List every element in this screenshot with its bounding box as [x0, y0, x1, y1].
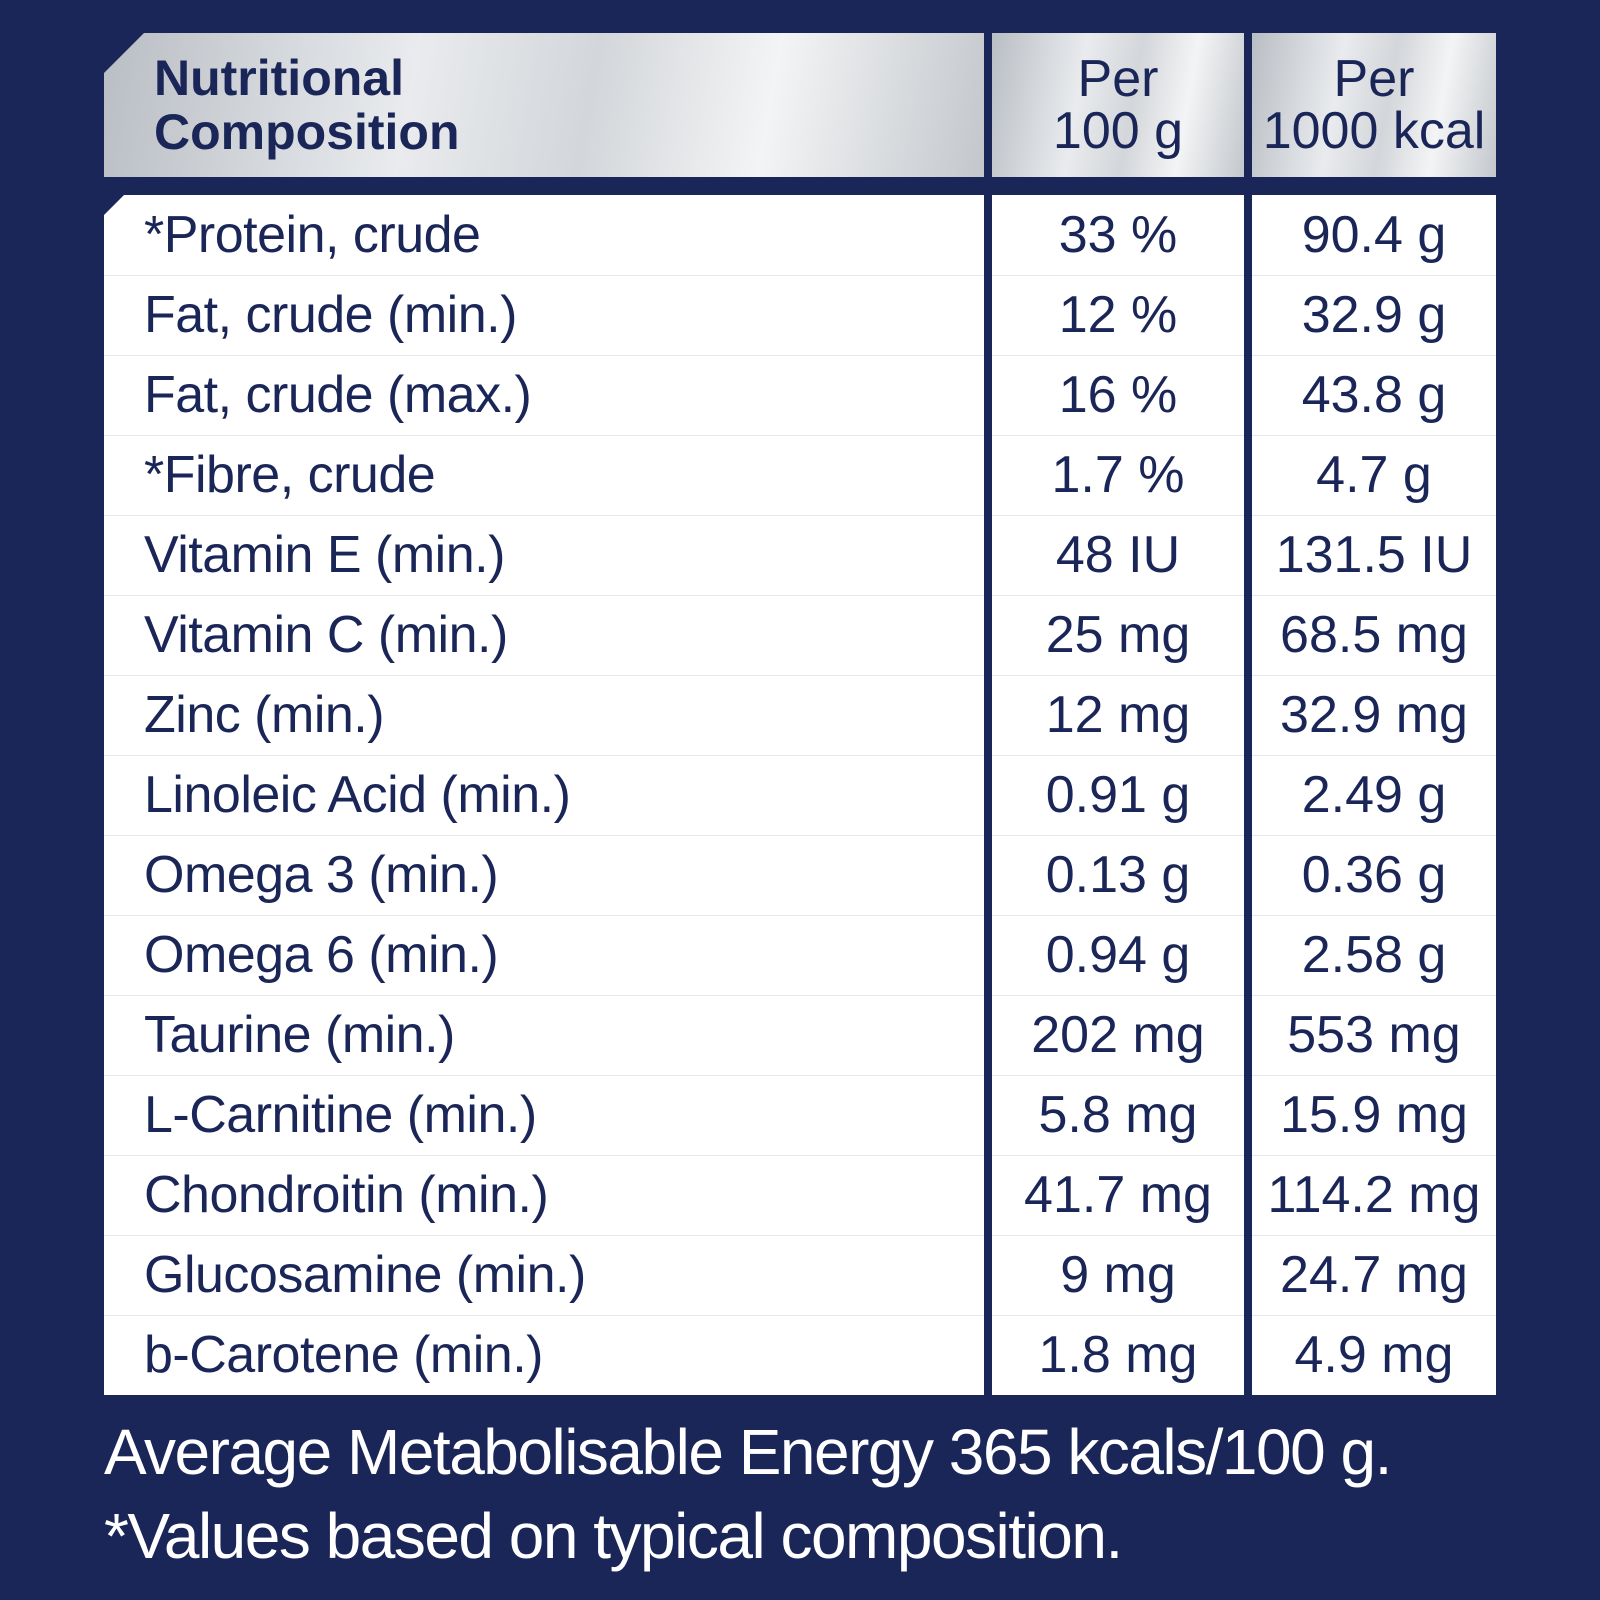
table-row: Zinc (min.) 12 mg 32.9 mg [104, 675, 1496, 755]
header-per-100g: Per 100 g [992, 33, 1244, 177]
value-per-1000kcal: 24.7 mg [1252, 1235, 1496, 1315]
table-row: Linoleic Acid (min.) 0.91 g 2.49 g [104, 755, 1496, 835]
footer-notes: Average Metabolisable Energy 365 kcals/1… [104, 1410, 1392, 1578]
value-per-100g: 202 mg [992, 995, 1244, 1075]
table-body: *Protein, crude 33 % 90.4 g Fat, crude (min… [104, 195, 1496, 1395]
table-row: Fat, crude (min.) 12 % 32.9 g [104, 275, 1496, 355]
value-per-100g: 5.8 mg [992, 1075, 1244, 1155]
value-per-100g: 25 mg [992, 595, 1244, 675]
header-name-line2: Composition [154, 104, 460, 160]
value-per-1000kcal: 43.8 g [1252, 355, 1496, 435]
nutrient-name: Taurine (min.) [104, 995, 984, 1075]
table-row: Taurine (min.) 202 mg 553 mg [104, 995, 1496, 1075]
header-col2-line2: 1000 kcal [1262, 102, 1486, 160]
value-per-100g: 16 % [992, 355, 1244, 435]
footer-values-note: *Values based on typical composition. [104, 1500, 1123, 1572]
header-per-1000kcal: Per 1000 kcal [1252, 33, 1496, 177]
value-per-1000kcal: 2.49 g [1252, 755, 1496, 835]
header-name-line1: Nutritional [154, 50, 404, 106]
header-nutritional-composition: Nutritional Composition [104, 33, 984, 177]
nutrient-name: Vitamin E (min.) [104, 515, 984, 595]
value-per-100g: 1.7 % [992, 435, 1244, 515]
nutrient-name: Linoleic Acid (min.) [104, 755, 984, 835]
value-per-1000kcal: 2.58 g [1252, 915, 1496, 995]
value-per-1000kcal: 32.9 g [1252, 275, 1496, 355]
nutrient-name: Omega 6 (min.) [104, 915, 984, 995]
value-per-1000kcal: 4.9 mg [1252, 1315, 1496, 1395]
value-per-1000kcal: 68.5 mg [1252, 595, 1496, 675]
table-row: Fat, crude (max.) 16 % 43.8 g [104, 355, 1496, 435]
header-col1-line1: Per [1077, 50, 1159, 108]
footer-energy-note: Average Metabolisable Energy 365 kcals/1… [104, 1416, 1392, 1488]
nutrient-name: Zinc (min.) [104, 675, 984, 755]
nutrient-name: *Fibre, crude [104, 435, 984, 515]
value-per-100g: 0.94 g [992, 915, 1244, 995]
nutrient-name: b-Carotene (min.) [104, 1315, 984, 1395]
value-per-100g: 12 % [992, 275, 1244, 355]
value-per-100g: 0.91 g [992, 755, 1244, 835]
value-per-1000kcal: 131.5 IU [1252, 515, 1496, 595]
table-row: L-Carnitine (min.) 5.8 mg 15.9 mg [104, 1075, 1496, 1155]
table-row: Omega 3 (min.) 0.13 g 0.36 g [104, 835, 1496, 915]
nutrition-table: Nutritional Composition Per 100 g Per 10… [104, 33, 1496, 1395]
nutrient-name: *Protein, crude [104, 195, 984, 275]
value-per-100g: 9 mg [992, 1235, 1244, 1315]
nutrient-name: L-Carnitine (min.) [104, 1075, 984, 1155]
value-per-100g: 1.8 mg [992, 1315, 1244, 1395]
value-per-1000kcal: 90.4 g [1252, 195, 1496, 275]
nutrient-name: Glucosamine (min.) [104, 1235, 984, 1315]
value-per-100g: 0.13 g [992, 835, 1244, 915]
header-col1-line2: 100 g [1052, 102, 1184, 160]
value-per-100g: 33 % [992, 195, 1244, 275]
table-row: b-Carotene (min.) 1.8 mg 4.9 mg [104, 1315, 1496, 1395]
value-per-1000kcal: 4.7 g [1252, 435, 1496, 515]
value-per-1000kcal: 114.2 mg [1252, 1155, 1496, 1235]
value-per-100g: 12 mg [992, 675, 1244, 755]
table-row: Chondroitin (min.) 41.7 mg 114.2 mg [104, 1155, 1496, 1235]
nutrient-name: Fat, crude (min.) [104, 275, 984, 355]
nutrient-name: Chondroitin (min.) [104, 1155, 984, 1235]
table-row: Omega 6 (min.) 0.94 g 2.58 g [104, 915, 1496, 995]
table-row: Vitamin C (min.) 25 mg 68.5 mg [104, 595, 1496, 675]
table-row: Glucosamine (min.) 9 mg 24.7 mg [104, 1235, 1496, 1315]
table-row: *Protein, crude 33 % 90.4 g [104, 195, 1496, 275]
value-per-100g: 48 IU [992, 515, 1244, 595]
nutrient-name: Fat, crude (max.) [104, 355, 984, 435]
value-per-1000kcal: 32.9 mg [1252, 675, 1496, 755]
nutrient-name: Omega 3 (min.) [104, 835, 984, 915]
table-row: *Fibre, crude 1.7 % 4.7 g [104, 435, 1496, 515]
value-per-1000kcal: 553 mg [1252, 995, 1496, 1075]
value-per-1000kcal: 0.36 g [1252, 835, 1496, 915]
value-per-100g: 41.7 mg [992, 1155, 1244, 1235]
header-col2-line1: Per [1333, 50, 1415, 108]
value-per-1000kcal: 15.9 mg [1252, 1075, 1496, 1155]
table-header: Nutritional Composition Per 100 g Per 10… [104, 33, 1496, 177]
nutrient-name: Vitamin C (min.) [104, 595, 984, 675]
table-row: Vitamin E (min.) 48 IU 131.5 IU [104, 515, 1496, 595]
